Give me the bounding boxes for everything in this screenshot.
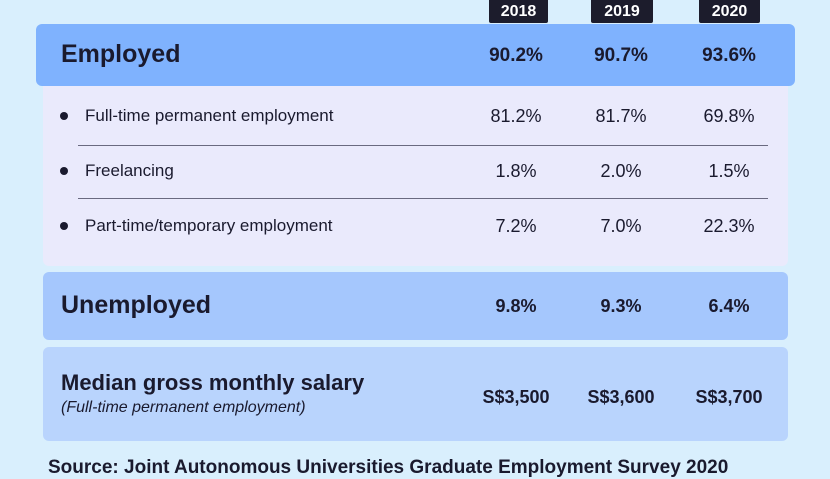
cell: 90.7% [594, 45, 648, 66]
cell: 7.0% [600, 216, 642, 236]
salary-sublabel: (Full-time permanent employment) [61, 399, 306, 416]
cell: 81.7% [595, 106, 647, 126]
cell: 90.2% [489, 45, 543, 66]
cell: 22.3% [703, 216, 755, 236]
source-note: Source: Joint Autonomous Universities Gr… [48, 457, 729, 478]
cell: 81.2% [490, 106, 542, 126]
row-divider [78, 198, 768, 199]
bullet-icon [60, 222, 68, 230]
unemployed-label: Unemployed [61, 291, 212, 319]
employment-breakdown [43, 86, 788, 266]
cell: 69.8% [703, 106, 755, 126]
salary-label: Median gross monthly salary [61, 370, 365, 395]
cell: 7.2% [495, 216, 537, 236]
cell: S$3,700 [695, 387, 763, 407]
year-badge-2018: 2018 [489, 0, 548, 23]
bullet-icon [60, 167, 68, 175]
bullet-icon [60, 112, 68, 120]
salary-row: Median gross monthly salary (Full-time p… [43, 347, 788, 441]
row-label: Freelancing [85, 161, 174, 180]
cell: 1.5% [708, 161, 750, 181]
cell: 93.6% [702, 45, 756, 66]
breakdown-row: Freelancing 1.8% 2.0% 1.5% [43, 143, 788, 197]
cell: S$3,600 [587, 387, 655, 407]
row-divider [78, 145, 768, 146]
employed-label: Employed [61, 40, 181, 68]
year-badge-2019: 2019 [591, 0, 653, 23]
breakdown-row: Full-time permanent employment 81.2% 81.… [43, 88, 788, 142]
year-badge-2020: 2020 [699, 0, 760, 23]
cell: 6.4% [708, 296, 750, 316]
cell: 9.8% [495, 296, 537, 316]
cell: 9.3% [600, 296, 642, 316]
row-label: Full-time permanent employment [85, 106, 334, 125]
cell: 1.8% [495, 161, 537, 181]
row-label: Part-time/temporary employment [85, 216, 333, 235]
cell: 2.0% [600, 161, 642, 181]
unemployed-row: Unemployed 9.8% 9.3% 6.4% [43, 272, 788, 340]
cell: S$3,500 [482, 387, 550, 407]
breakdown-row: Part-time/temporary employment 7.2% 7.0%… [43, 198, 788, 252]
employed-row: Employed 90.2% 90.7% 93.6% [36, 24, 795, 86]
